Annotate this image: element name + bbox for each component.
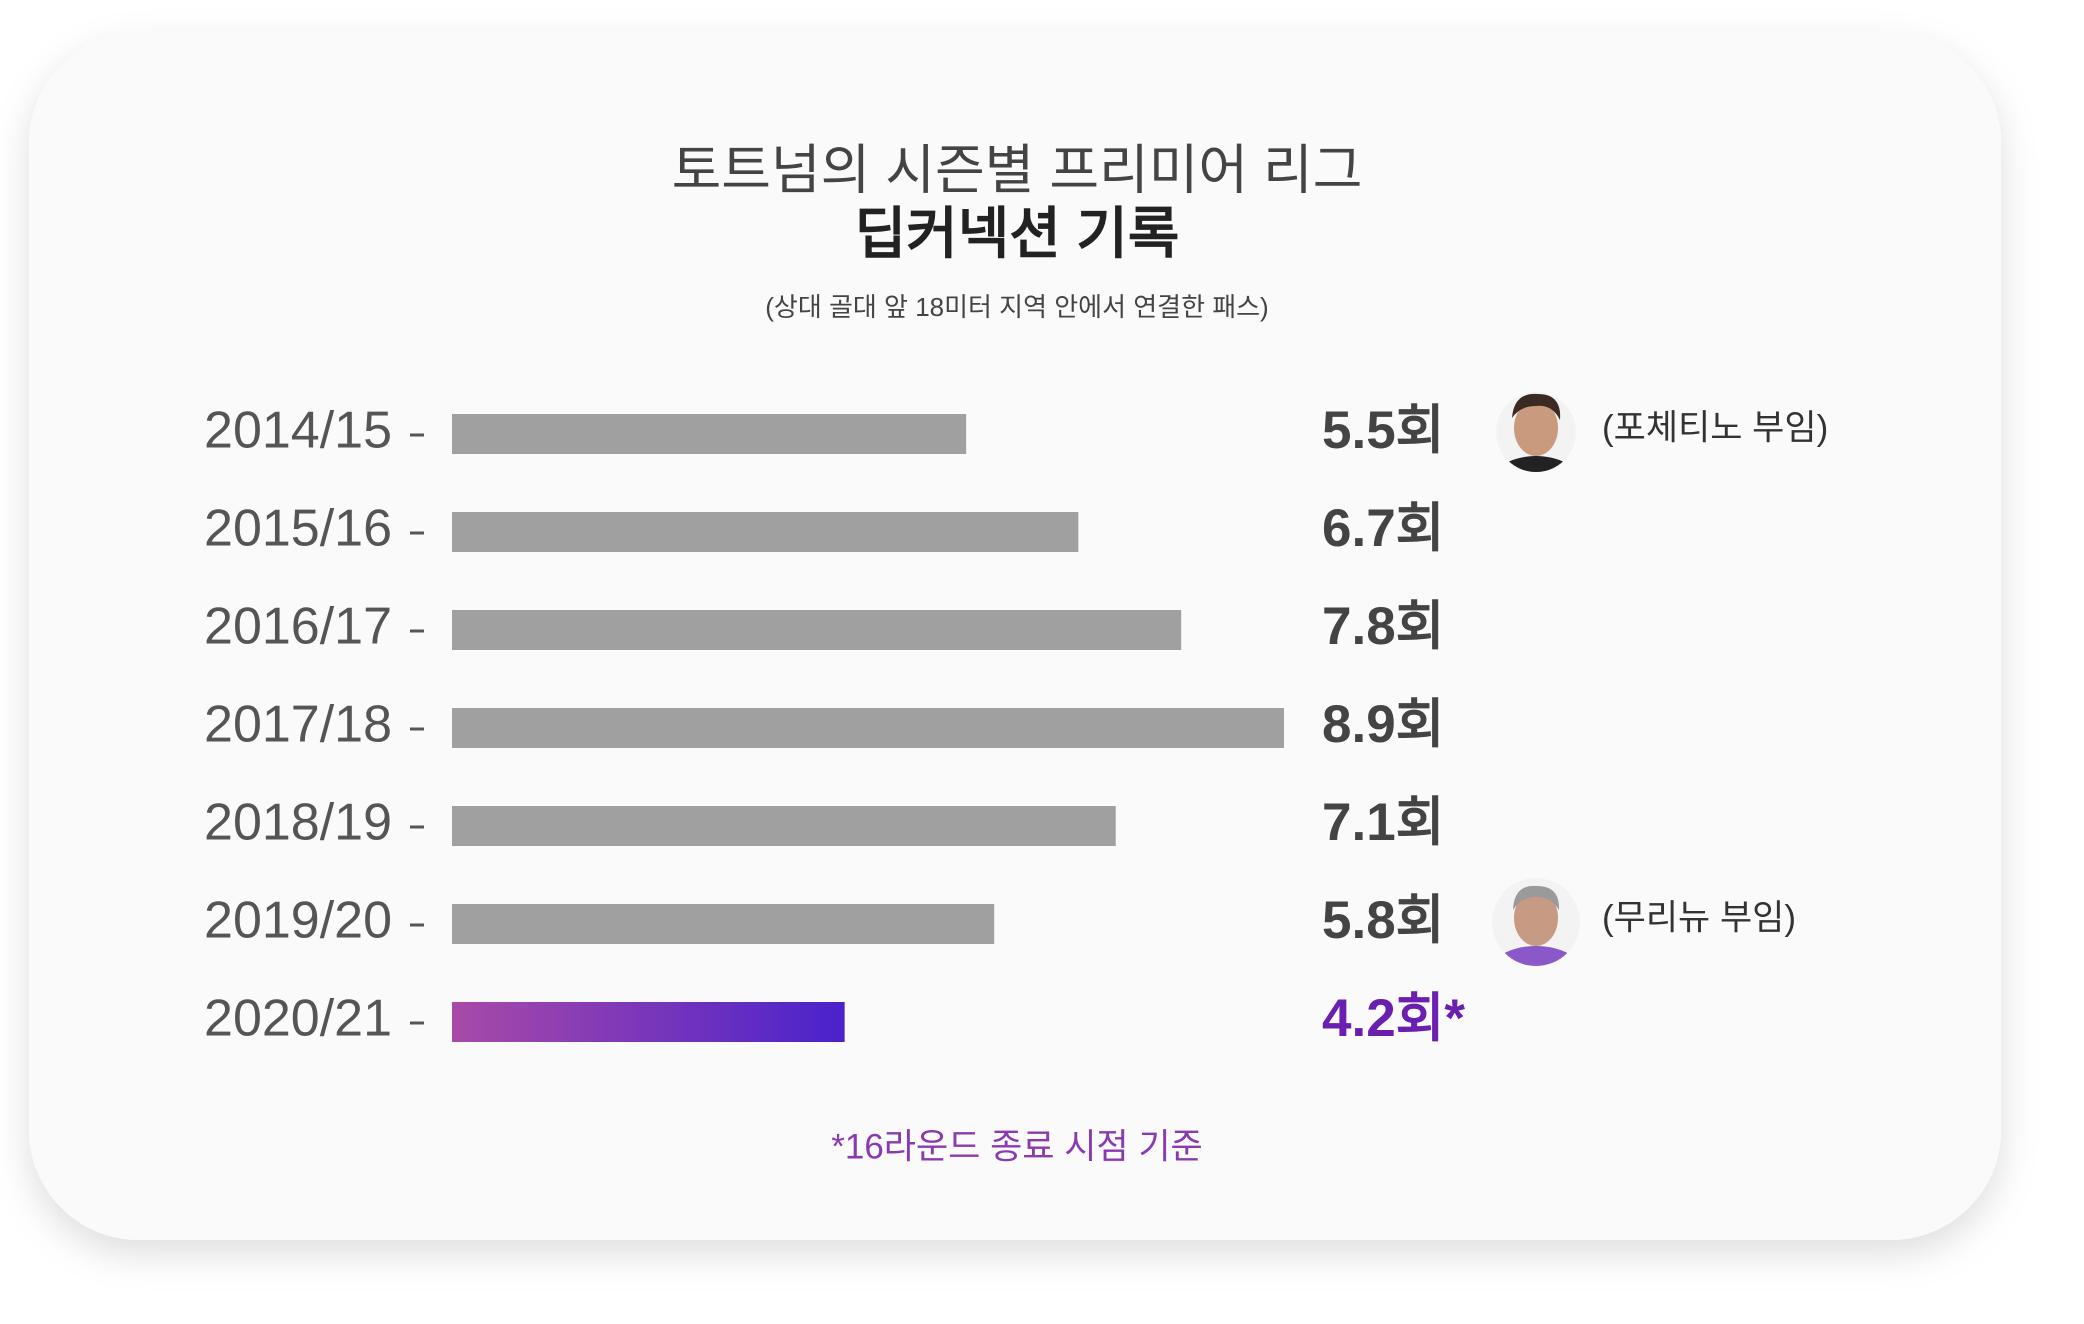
chart-note: (상대 골대 앞 18미터 지역 안에서 연결한 패스)	[765, 292, 1268, 322]
bar	[452, 512, 1079, 552]
value-label: 6.7회	[1322, 499, 1444, 558]
bar	[452, 904, 995, 944]
value-label: 5.8회	[1322, 891, 1444, 950]
y-tick-label: 2014/15	[204, 402, 392, 460]
bar	[452, 708, 1284, 748]
value-label: 4.2회*	[1322, 989, 1465, 1048]
y-tick-label: 2015/16	[204, 500, 392, 558]
bar	[452, 806, 1116, 846]
chart-subtitle: 딥커넥션 기록	[855, 202, 1180, 265]
value-label: 7.1회	[1322, 793, 1444, 852]
annotation: (무리뉴 부임)	[1602, 898, 1796, 937]
bar	[452, 1002, 845, 1042]
chart-title: 토트넘의 시즌별 프리미어 리그	[672, 140, 1363, 200]
bar	[452, 414, 967, 454]
y-tick-label: 2016/17	[204, 598, 392, 656]
value-label: 7.8회	[1322, 597, 1444, 656]
footnote: *16라운드 종료 시점 기준	[831, 1127, 1203, 1166]
bar	[452, 610, 1182, 650]
value-label: 5.5회	[1322, 401, 1444, 460]
y-tick-label: 2019/20	[204, 892, 392, 950]
y-tick-label: 2018/19	[204, 794, 392, 852]
value-label: 8.9회	[1322, 695, 1444, 754]
y-tick-label: 2017/18	[204, 696, 392, 754]
portrait	[1492, 878, 1580, 966]
annotation: (포체티노 부임)	[1602, 408, 1828, 447]
y-tick-label: 2020/21	[204, 990, 392, 1048]
